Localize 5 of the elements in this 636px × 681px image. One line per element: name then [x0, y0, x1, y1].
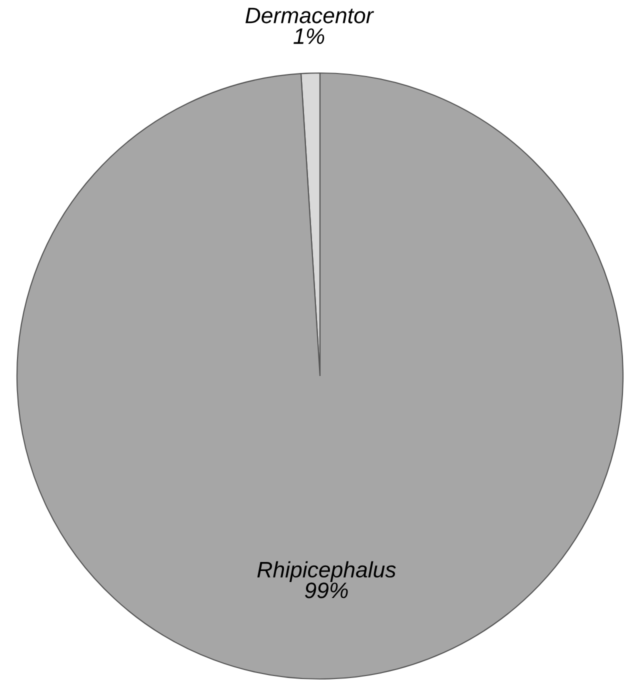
slice-label: Dermacentor — [246, 8, 374, 24]
slice-label: Rhipicephalus — [257, 561, 396, 582]
data-label: 1% — [294, 28, 324, 44]
data-label: 99% — [304, 582, 348, 598]
pie-slice — [16, 72, 624, 680]
